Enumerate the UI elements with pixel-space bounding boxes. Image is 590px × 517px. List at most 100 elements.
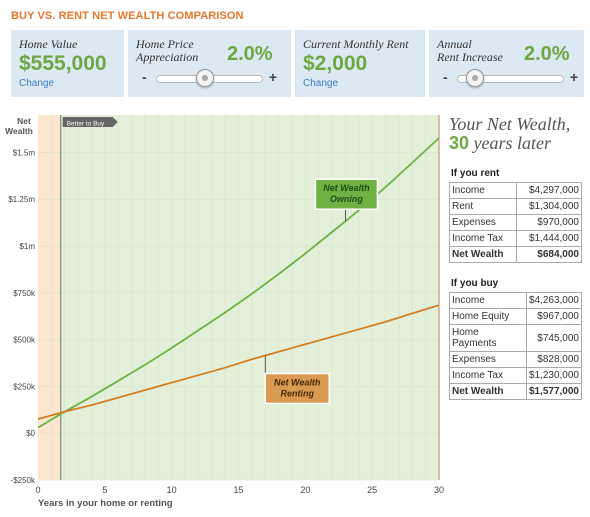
rent-table-row-value: $1,444,000 xyxy=(515,230,583,247)
summary-heading: Your Net Wealth, 30 years later xyxy=(449,115,582,153)
rent-increase-value: 2.0% xyxy=(524,43,570,65)
buy-table-row: Home Payments $745,000 xyxy=(449,324,583,352)
summary-heading-rest: years later xyxy=(473,133,552,153)
buy-table-total-row: Net Wealth $1,577,000 xyxy=(449,383,583,400)
summary-heading-line1: Your Net Wealth, xyxy=(449,114,571,134)
rent-table-row: Rent $1,304,000 xyxy=(449,198,583,215)
buy-table-row: Income $4,263,000 xyxy=(449,292,583,309)
x-tick-label: 5 xyxy=(102,485,107,495)
rent-table: Income $4,297,000 Rent $1,304,000 Expenses $9… xyxy=(449,182,583,263)
renting-callout-line2: Renting xyxy=(280,389,314,399)
appreciation-label-line1: Home Price xyxy=(136,37,194,51)
monthly-rent-change-link[interactable]: Change xyxy=(303,78,339,89)
y-tick-label: $250k xyxy=(13,382,36,391)
buy-table-row: Income Tax $1,230,000 xyxy=(449,367,583,384)
controls-bar: Home Value $555,000 Change Home Price App… xyxy=(11,30,584,97)
rent-table-row-value: $970,000 xyxy=(515,214,583,231)
y-tick-label: $750k xyxy=(13,289,36,298)
y-tick-label: $1.5m xyxy=(13,148,36,157)
rent-table-row-value: $4,297,000 xyxy=(515,182,583,199)
y-tick-label: $500k xyxy=(13,336,36,345)
y-axis-label-line2: Wealth xyxy=(5,126,33,136)
monthly-rent-panel: Current Monthly Rent $2,000 Change xyxy=(295,30,425,97)
x-tick-label: 25 xyxy=(367,485,377,495)
owning-callout-box xyxy=(314,178,379,210)
renting-callout-box xyxy=(264,372,330,405)
y-tick-label: $0 xyxy=(26,429,35,438)
renting-callout-line1: Net Wealth xyxy=(274,378,321,388)
rent-table-total-value: $684,000 xyxy=(515,246,583,263)
rent-table-row-label: Income xyxy=(449,182,517,199)
series-line-renting xyxy=(37,304,440,421)
buy-table-title: If you buy xyxy=(451,278,499,289)
buy-table-row: Home Equity $967,000 xyxy=(449,308,583,325)
rent-increase-slider-track[interactable] xyxy=(457,75,564,83)
home-value-amount: $555,000 xyxy=(19,52,107,75)
buy-table-row-value: $1,230,000 xyxy=(525,367,583,384)
buy-table-row-value: $967,000 xyxy=(525,308,583,325)
home-value-label: Home Value xyxy=(19,37,78,51)
rent-table-row: Expenses $970,000 xyxy=(449,214,583,231)
rent-increase-label-line1: Annual xyxy=(437,37,472,51)
buy-favored-region xyxy=(60,115,440,480)
rent-increase-label: Annual Rent Increase xyxy=(437,38,503,64)
buy-table-row-label: Home Equity xyxy=(449,308,527,325)
rent-increase-panel: Annual Rent Increase 2.0% - + xyxy=(429,30,584,97)
rent-table-row: Income Tax $1,444,000 xyxy=(449,230,583,247)
rent-increase-slider-handle[interactable] xyxy=(466,69,485,87)
appreciation-slider-handle[interactable] xyxy=(196,69,215,87)
rent-table-row-label: Expenses xyxy=(449,214,517,231)
buy-table-total-value: $1,577,000 xyxy=(525,383,583,400)
y-tick-label: -$250k xyxy=(11,476,36,485)
rent-table-row: Income $4,297,000 xyxy=(449,182,583,199)
x-tick-label: 0 xyxy=(35,485,40,495)
rent-increase-minus-button[interactable]: - xyxy=(443,69,448,85)
buy-table-row-value: $745,000 xyxy=(525,324,583,352)
appreciation-plus-button[interactable]: + xyxy=(268,69,277,85)
x-tick-label: 10 xyxy=(167,485,177,495)
buy-table-row-value: $4,263,000 xyxy=(525,292,583,309)
buy-table-row-value: $828,000 xyxy=(525,351,583,368)
rent-increase-slider[interactable]: - + xyxy=(443,69,578,87)
buy-table-row-label: Home Payments xyxy=(449,324,527,352)
rent-table-total-label: Net Wealth xyxy=(449,246,517,263)
buy-table-row-label: Income xyxy=(449,292,527,309)
y-axis-label-line1: Net xyxy=(17,116,31,126)
buy-table-row-label: Income Tax xyxy=(449,367,527,384)
rent-table-row-label: Rent xyxy=(449,198,517,215)
rent-table-row-value: $1,304,000 xyxy=(515,198,583,215)
x-tick-label: 30 xyxy=(434,485,444,495)
home-price-appreciation-panel: Home Price Appreciation 2.0% - + xyxy=(128,30,291,97)
summary-heading-line2: 30 years later xyxy=(449,134,582,153)
appreciation-value: 2.0% xyxy=(227,43,273,65)
better-to-buy-flag xyxy=(62,117,118,127)
owning-callout-line1: Net Wealth xyxy=(323,183,370,193)
home-value-change-link[interactable]: Change xyxy=(19,78,55,89)
summary-panel: Your Net Wealth, 30 years later If you r… xyxy=(449,115,583,400)
x-tick-label: 20 xyxy=(300,485,310,495)
home-value-panel: Home Value $555,000 Change xyxy=(11,30,124,97)
appreciation-minus-button[interactable]: - xyxy=(142,69,147,85)
appreciation-slider[interactable]: - + xyxy=(142,69,277,87)
buy-table: Income $4,263,000 Home Equity $967,000 Home … xyxy=(449,292,583,400)
x-axis-label: Years in your home or renting xyxy=(38,498,173,509)
x-tick-label: 15 xyxy=(233,485,243,495)
y-tick-label: $1m xyxy=(19,242,35,251)
summary-years: 30 xyxy=(449,133,470,153)
rent-table-row-label: Income Tax xyxy=(449,230,517,247)
rent-increase-label-line2: Rent Increase xyxy=(437,50,503,64)
rent-favored-region xyxy=(38,115,61,480)
rent-increase-plus-button[interactable]: + xyxy=(569,69,578,85)
appreciation-label-line2: Appreciation xyxy=(136,50,199,64)
better-to-buy-tag: Better to Buy xyxy=(62,117,118,128)
monthly-rent-label: Current Monthly Rent xyxy=(303,37,409,51)
buy-table-row-label: Expenses xyxy=(449,351,527,368)
buy-table-row: Expenses $828,000 xyxy=(449,351,583,368)
rent-table-title: If you rent xyxy=(451,168,500,179)
monthly-rent-amount: $2,000 xyxy=(303,52,368,75)
better-to-buy-label: Better to Buy xyxy=(67,121,105,128)
rent-table-total-row: Net Wealth $684,000 xyxy=(449,246,583,263)
